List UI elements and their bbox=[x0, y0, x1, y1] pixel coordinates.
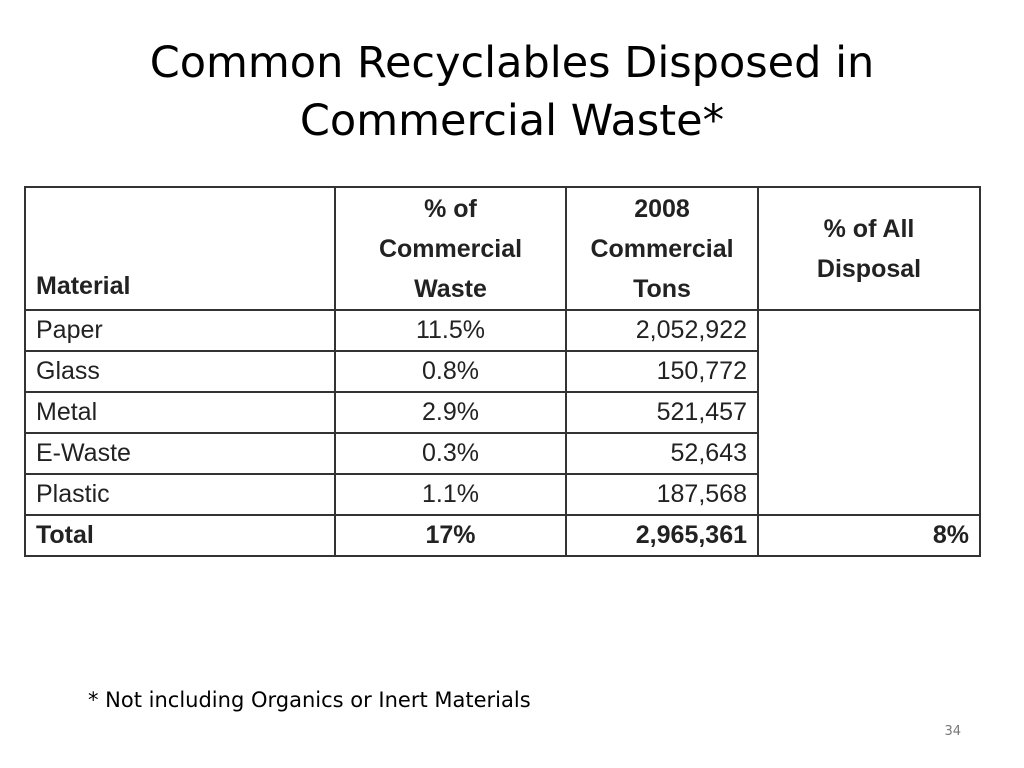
material-cell: Paper bbox=[24, 309, 336, 352]
pct-cell: 2.9% bbox=[334, 391, 567, 434]
header-commercial-tons: 2008 Commercial Tons bbox=[565, 186, 759, 311]
pct-cell: 0.8% bbox=[334, 350, 567, 393]
tons-cell: 52,643 bbox=[565, 432, 759, 475]
pct-cell: 0.3% bbox=[334, 432, 567, 475]
total-pct-cell: 17% bbox=[334, 514, 567, 557]
total-pct-all-cell: 8% bbox=[757, 514, 981, 557]
footnote: * Not including Organics or Inert Materi… bbox=[88, 688, 531, 712]
table-row: Glass 0.8% 150,772 bbox=[24, 350, 980, 393]
slide-title-line1: Common Recyclables Disposed in bbox=[149, 38, 875, 88]
recyclables-table: Material % of Commercial Waste 2008 Comm… bbox=[24, 186, 981, 557]
tons-cell: 521,457 bbox=[565, 391, 759, 434]
table-row: Plastic 1.1% 187,568 bbox=[24, 473, 980, 516]
tons-cell: 150,772 bbox=[565, 350, 759, 393]
table-row: Metal 2.9% 521,457 bbox=[24, 391, 980, 434]
table-header-row: Material % of Commercial Waste 2008 Comm… bbox=[24, 186, 981, 311]
slide-title: Common Recyclables Disposed in Commercia… bbox=[0, 34, 1024, 150]
pct-cell: 11.5% bbox=[334, 309, 567, 352]
table-total-row: Total 17% 2,965,361 8% bbox=[24, 514, 981, 557]
header-pct-all-disposal: % of All Disposal bbox=[757, 186, 981, 311]
tons-cell: 2,052,922 bbox=[565, 309, 759, 352]
total-label-cell: Total bbox=[24, 514, 336, 557]
header-pct-commercial: % of Commercial Waste bbox=[334, 186, 567, 311]
material-cell: Glass bbox=[24, 350, 336, 393]
material-cell: Metal bbox=[24, 391, 336, 434]
header-material: Material bbox=[24, 186, 336, 311]
total-tons-cell: 2,965,361 bbox=[565, 514, 759, 557]
page-number: 34 bbox=[944, 724, 961, 739]
slide-title-line2: Commercial Waste* bbox=[299, 96, 725, 146]
pct-all-empty-cell bbox=[757, 309, 981, 516]
material-cell: E-Waste bbox=[24, 432, 336, 475]
tons-cell: 187,568 bbox=[565, 473, 759, 516]
pct-cell: 1.1% bbox=[334, 473, 567, 516]
material-cell: Plastic bbox=[24, 473, 336, 516]
table-row: E-Waste 0.3% 52,643 bbox=[24, 432, 980, 475]
table-row: Paper 11.5% 2,052,922 bbox=[24, 309, 981, 516]
